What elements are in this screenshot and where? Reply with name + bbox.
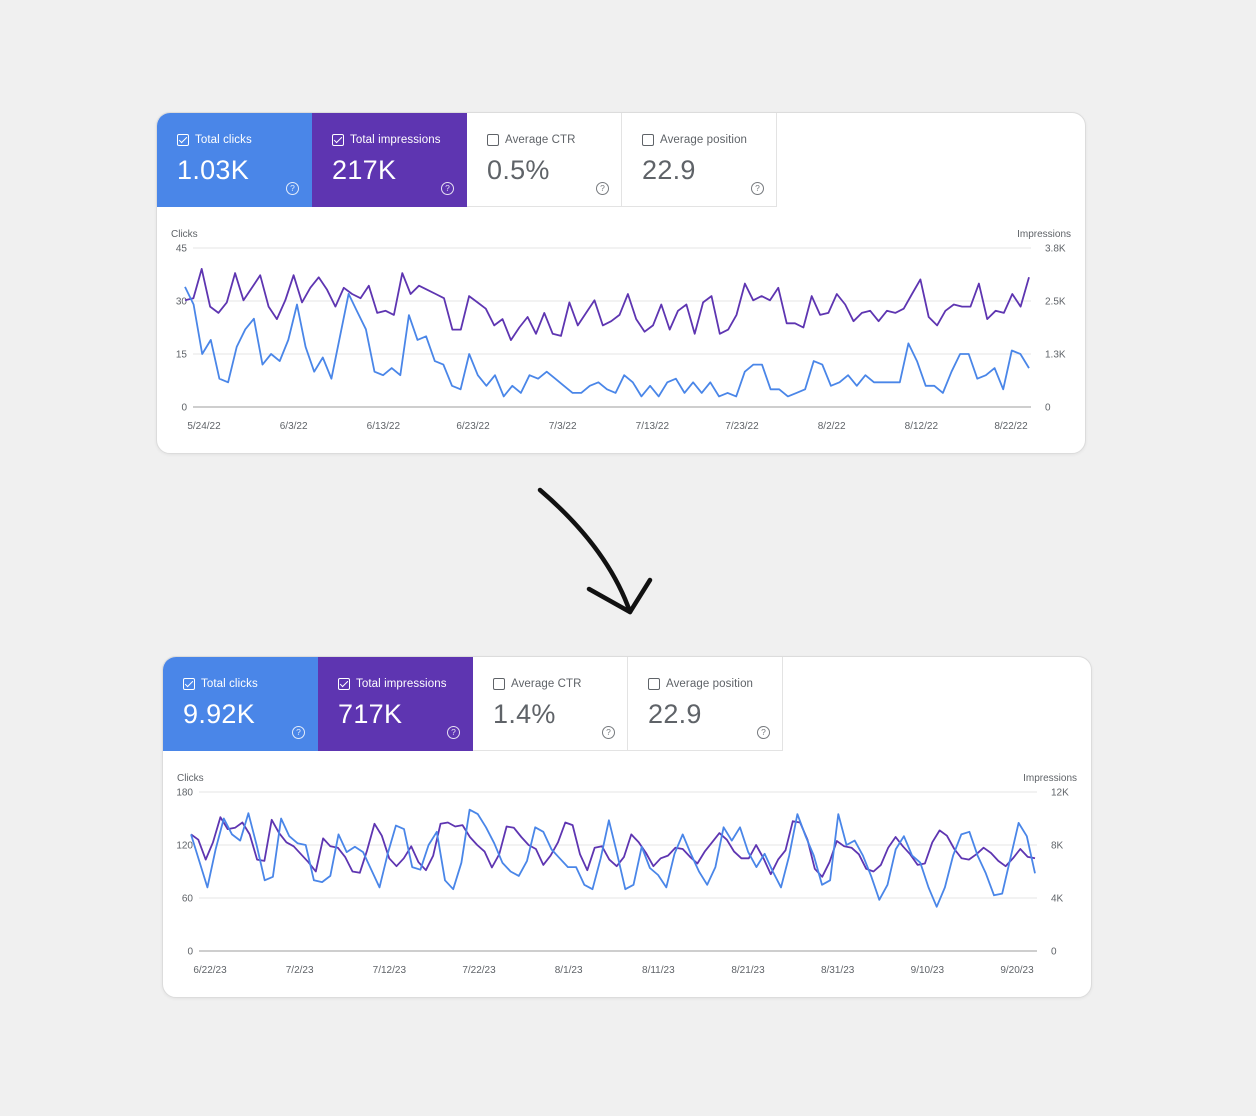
card-label: Average CTR [505,134,576,146]
impressions-series-line [190,816,1036,878]
x-tick-label: 8/31/23 [821,965,855,976]
x-tick-label: 7/22/23 [462,965,496,976]
right-tick-label: 2.5K [1045,297,1066,308]
checkbox-icon[interactable] [183,678,195,690]
card-label: Average position [666,678,754,690]
x-tick-label: 7/23/22 [725,421,759,432]
right-tick-label: 1.3K [1045,350,1066,361]
x-tick-label: 5/24/22 [187,421,221,432]
left-axis-title: Clicks [177,773,204,784]
clicks-series-line [190,808,1036,908]
left-tick-label: 180 [176,788,193,799]
left-tick-label: 30 [176,297,188,308]
help-icon[interactable]: ? [757,726,770,739]
help-icon[interactable]: ? [751,182,764,195]
x-tick-label: 8/1/23 [555,965,583,976]
checkbox-icon[interactable] [487,134,499,146]
card-label: Total impressions [356,678,447,690]
performance-panel-after: Total clicks 9.92K ? Total impressions 7… [162,656,1092,998]
chart-svg: Clicks Impressions 0 0 15 1.3K 30 2.5K 45 3.8K 5/2… [171,229,1071,432]
performance-chart: Clicks Impressions 0 0 60 4K 120 8K 180 12K 6/22/2… [163,751,1091,997]
card-label: Average position [660,134,748,146]
left-tick-label: 0 [187,947,193,958]
average-ctr-card[interactable]: Average CTR 0.5% ? [467,113,622,207]
x-tick-label: 8/21/23 [731,965,765,976]
impressions-series-line [184,268,1030,342]
card-value: 1.4% [493,699,556,729]
metric-cards: Total clicks 1.03K ? Total impressions 2… [157,113,777,207]
help-icon[interactable]: ? [602,726,615,739]
right-tick-label: 8K [1051,841,1064,852]
performance-panel-before: Total clicks 1.03K ? Total impressions 2… [156,112,1086,454]
x-tick-label: 7/3/22 [549,421,577,432]
left-tick-label: 15 [176,350,188,361]
checkbox-icon[interactable] [648,678,660,690]
checkbox-icon[interactable] [332,134,344,146]
x-tick-label: 7/13/22 [636,421,670,432]
card-label: Total clicks [201,678,258,690]
right-tick-label: 0 [1045,403,1051,414]
x-tick-label: 6/22/23 [193,965,227,976]
help-icon[interactable]: ? [447,726,460,739]
x-tick-label: 6/3/22 [280,421,308,432]
total-clicks-card[interactable]: Total clicks 1.03K ? [157,113,312,207]
x-tick-label: 9/10/23 [911,965,945,976]
checkbox-icon[interactable] [177,134,189,146]
card-label: Total impressions [350,134,441,146]
x-tick-label: 7/2/23 [286,965,314,976]
average-position-card[interactable]: Average position 22.9 ? [622,113,777,207]
right-axis-title: Impressions [1023,773,1077,784]
average-ctr-card[interactable]: Average CTR 1.4% ? [473,657,628,751]
x-tick-label: 6/23/22 [456,421,490,432]
total-impressions-card[interactable]: Total impressions 717K ? [318,657,473,751]
clicks-series-line [184,286,1030,398]
x-tick-label: 8/12/22 [905,421,939,432]
card-value: 1.03K [177,155,250,185]
checkbox-icon[interactable] [642,134,654,146]
right-tick-label: 12K [1051,788,1069,799]
left-axis-title: Clicks [171,229,198,240]
x-tick-label: 6/13/22 [367,421,401,432]
left-tick-label: 45 [176,244,188,255]
x-tick-label: 8/22/22 [994,421,1028,432]
left-tick-label: 60 [182,894,194,905]
x-tick-label: 8/11/23 [642,965,675,976]
checkbox-icon[interactable] [493,678,505,690]
card-value: 217K [332,155,397,185]
card-value: 22.9 [648,699,702,729]
total-clicks-card[interactable]: Total clicks 9.92K ? [163,657,318,751]
x-tick-label: 9/20/23 [1000,965,1034,976]
right-tick-label: 4K [1051,894,1064,905]
average-position-card[interactable]: Average position 22.9 ? [628,657,783,751]
card-value: 9.92K [183,699,256,729]
card-value: 0.5% [487,155,550,185]
card-value: 717K [338,699,403,729]
card-label: Total clicks [195,134,252,146]
checkbox-icon[interactable] [338,678,350,690]
x-tick-label: 7/12/23 [373,965,407,976]
total-impressions-card[interactable]: Total impressions 217K ? [312,113,467,207]
chart-svg: Clicks Impressions 0 0 60 4K 120 8K 180 12K 6/22/2… [176,773,1077,976]
help-icon[interactable]: ? [441,182,454,195]
help-icon[interactable]: ? [596,182,609,195]
right-axis-title: Impressions [1017,229,1071,240]
left-tick-label: 120 [176,841,193,852]
right-tick-label: 3.8K [1045,244,1066,255]
right-tick-label: 0 [1051,947,1057,958]
card-label: Average CTR [511,678,582,690]
performance-chart: Clicks Impressions 0 0 15 1.3K 30 2.5K 45 3.8K 5/2… [157,207,1085,453]
x-tick-label: 8/2/22 [818,421,846,432]
card-value: 22.9 [642,155,696,185]
metric-cards: Total clicks 9.92K ? Total impressions 7… [163,657,783,751]
left-tick-label: 0 [181,403,187,414]
help-icon[interactable]: ? [286,182,299,195]
help-icon[interactable]: ? [292,726,305,739]
